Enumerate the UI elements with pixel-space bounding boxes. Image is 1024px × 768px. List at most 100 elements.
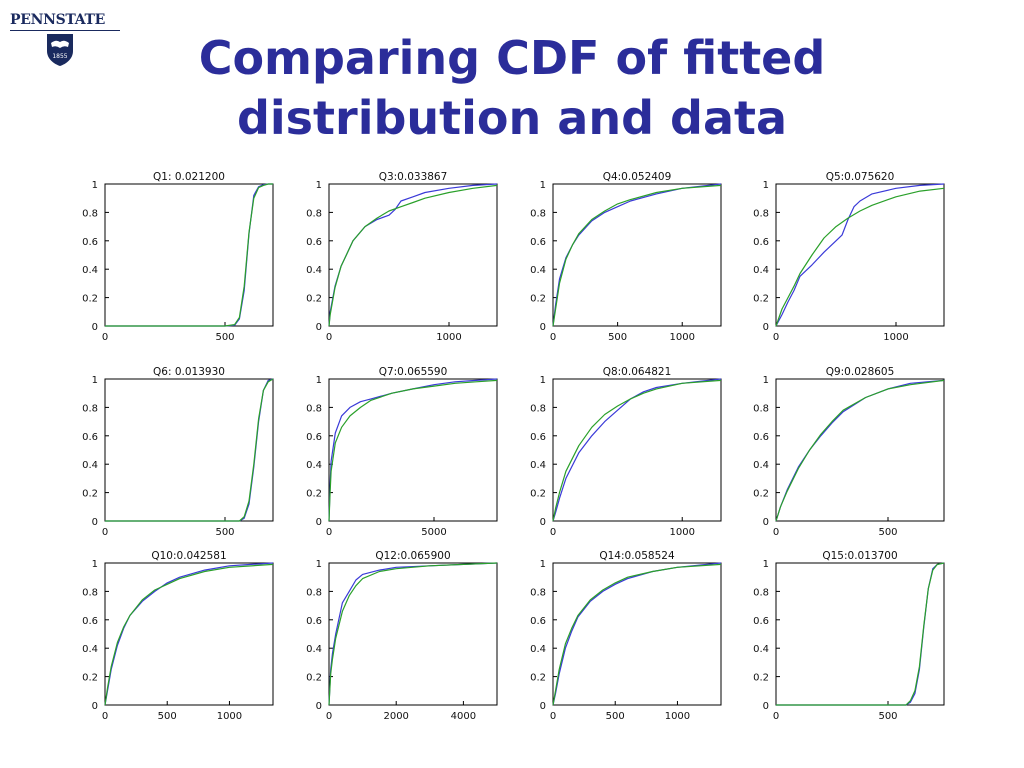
title-line-2: distribution and data [236, 91, 788, 145]
x-tick-label: 5000 [421, 527, 446, 538]
y-tick-label: 0.2 [82, 489, 98, 500]
subplot-title: Q12:0.065900 [375, 550, 450, 562]
cdf-subplot: Q9:0.028605 0 0.2 0.4 0.6 0.8 1 0 500 [753, 366, 945, 538]
x-tick-label: 0 [773, 332, 779, 343]
y-tick-label: 1 [763, 180, 769, 191]
y-tick-label: 0.2 [530, 294, 546, 305]
y-tick-label: 0.2 [306, 489, 322, 500]
subplot-title: Q3:0.033867 [379, 171, 448, 183]
y-tick-label: 0.6 [82, 432, 98, 443]
y-tick-label: 0.8 [82, 208, 98, 219]
y-tick-label: 0.6 [306, 237, 322, 248]
y-tick-label: 0.2 [753, 673, 769, 684]
y-tick-label: 1 [316, 180, 322, 191]
cdf-subplot: Q1: 0.021200 0 0.2 0.4 0.6 0.8 1 0 500 [82, 171, 274, 343]
y-tick-label: 1 [316, 375, 322, 386]
y-tick-label: 0.8 [306, 403, 322, 414]
y-tick-label: 0.8 [306, 208, 322, 219]
y-tick-label: 0 [763, 322, 769, 333]
y-tick-label: 0.8 [753, 587, 769, 598]
data-cdf-line [104, 562, 274, 706]
x-tick-label: 2000 [383, 711, 408, 722]
data-cdf-line [328, 562, 498, 706]
x-tick-label: 1000 [670, 332, 695, 343]
data-cdf-line [105, 183, 273, 327]
x-tick-label: 1000 [217, 711, 242, 722]
y-tick-label: 0 [540, 322, 546, 333]
x-tick-label: 500 [215, 527, 234, 538]
y-tick-label: 0.8 [306, 587, 322, 598]
cdf-subplot: Q5:0.075620 0 0.2 0.4 0.6 0.8 1 0 1000 [753, 171, 945, 343]
x-tick-label: 0 [326, 527, 332, 538]
x-tick-label: 0 [326, 711, 332, 722]
subplot-title: Q9:0.028605 [826, 366, 895, 378]
y-tick-label: 0 [540, 701, 546, 712]
y-tick-label: 0 [92, 322, 98, 333]
y-tick-label: 0.2 [306, 673, 322, 684]
data-cdf-line [552, 562, 722, 706]
y-tick-label: 0.6 [82, 616, 98, 627]
x-tick-label: 1000 [436, 332, 461, 343]
fitted-cdf-line [328, 184, 498, 327]
y-tick-label: 0.4 [530, 265, 546, 276]
y-tick-label: 0 [316, 701, 322, 712]
data-cdf-line [105, 378, 274, 522]
y-tick-label: 0 [92, 517, 98, 528]
y-tick-label: 0.6 [82, 237, 98, 248]
title-line-1: Comparing CDF of fitted [198, 31, 826, 85]
subplot-title: Q6: 0.013930 [153, 366, 225, 378]
y-tick-label: 0.2 [82, 294, 98, 305]
fitted-cdf-line [775, 187, 945, 327]
subplot-title: Q14:0.058524 [599, 550, 675, 562]
cdf-subplot: Q8:0.064821 0 0.2 0.4 0.6 0.8 1 0 1000 [530, 366, 722, 538]
subplot-axes-box [104, 378, 274, 522]
y-tick-label: 0.6 [530, 237, 546, 248]
y-tick-label: 0.4 [306, 460, 322, 471]
data-cdf-line [775, 183, 945, 327]
data-cdf-line [328, 378, 498, 522]
subplot-title: Q5:0.075620 [826, 171, 895, 183]
fitted-cdf-line [552, 563, 722, 706]
cdf-subplot: Q4:0.052409 0 0.2 0.4 0.6 0.8 1 0 500 1000 [530, 171, 722, 343]
y-tick-label: 0.2 [82, 673, 98, 684]
x-tick-label: 0 [326, 332, 332, 343]
y-tick-label: 0.4 [82, 644, 98, 655]
x-tick-label: 1000 [670, 527, 695, 538]
x-tick-label: 0 [102, 711, 108, 722]
page-title: Comparing CDF of fitted distribution and… [140, 28, 884, 148]
pennstate-logo: PENNSTATE 1855 [8, 8, 120, 66]
subplot-axes-box [104, 562, 274, 706]
subplot-axes-box [552, 183, 722, 327]
cdf-subplot: Q15:0.013700 0 0.2 0.4 0.6 0.8 1 0 500 [753, 550, 945, 722]
y-tick-label: 1 [763, 559, 769, 570]
y-tick-label: 0.6 [306, 432, 322, 443]
x-tick-label: 500 [606, 711, 625, 722]
fitted-cdf-line [775, 379, 945, 522]
data-cdf-line [552, 378, 722, 522]
y-tick-label: 0.8 [753, 403, 769, 414]
x-tick-label: 0 [550, 711, 556, 722]
y-tick-label: 1 [92, 559, 98, 570]
logo-year: 1855 [52, 53, 67, 60]
y-tick-label: 0.6 [753, 616, 769, 627]
y-tick-label: 1 [540, 559, 546, 570]
y-tick-label: 0 [763, 517, 769, 528]
fitted-cdf-line [105, 183, 273, 327]
subplot-axes-box [552, 378, 722, 522]
subplot-axes-box [775, 378, 945, 522]
subplot-title: Q8:0.064821 [603, 366, 672, 378]
y-tick-label: 0 [540, 517, 546, 528]
x-tick-label: 0 [773, 711, 779, 722]
x-tick-label: 0 [102, 332, 108, 343]
y-tick-label: 0.8 [530, 403, 546, 414]
fitted-cdf-line [105, 378, 274, 522]
y-tick-label: 0 [763, 701, 769, 712]
x-tick-label: 0 [550, 332, 556, 343]
y-tick-label: 0.8 [530, 587, 546, 598]
x-tick-label: 1000 [665, 711, 690, 722]
y-tick-label: 0.4 [82, 460, 98, 471]
fitted-cdf-line [328, 379, 498, 522]
cdf-subplot: Q14:0.058524 0 0.2 0.4 0.6 0.8 1 0 500 1000 [530, 550, 722, 722]
subplot-axes-box [328, 183, 498, 327]
